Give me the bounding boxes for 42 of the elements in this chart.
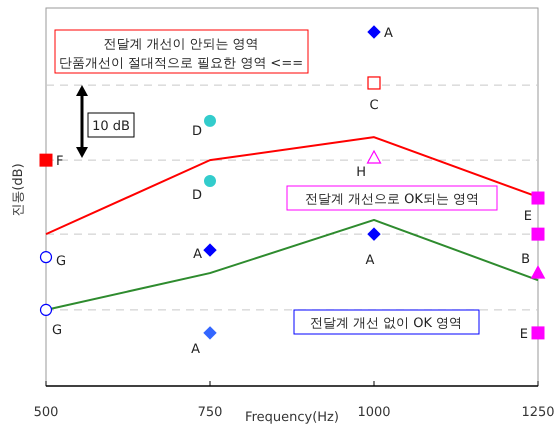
point: [204, 244, 216, 257]
annotation: 전달계 개선 없이 OK 영역: [310, 316, 462, 331]
x-tick-label: 1000: [357, 405, 391, 420]
series-label: H: [356, 165, 366, 180]
point: [532, 192, 544, 205]
series-label: D: [192, 124, 202, 139]
point: [204, 326, 216, 340]
x-tick-label: 1250: [521, 405, 554, 420]
annotation: 10 dB: [88, 112, 134, 138]
point: [531, 266, 545, 279]
y-axis-title: 진동(dB): [11, 163, 26, 217]
series-label: A: [193, 247, 202, 262]
point: [40, 304, 52, 316]
point: [40, 154, 52, 167]
x-axis-title: Frequency(Hz): [245, 410, 339, 425]
point: [368, 228, 380, 241]
point: [366, 150, 382, 164]
x-tick-label: 750: [198, 405, 222, 420]
annotation: 전달계 개선이 안되는 영역 단품개선이 절대적으로 필요한 영역 <==: [58, 37, 304, 71]
series-label: A: [191, 342, 200, 357]
point: [367, 76, 381, 90]
annotation: 전달계 개선으로 OK되는 영역: [304, 192, 480, 207]
series-label: G: [52, 322, 62, 338]
annotation: 전달계 개선으로 OK되는 영역: [286, 186, 498, 210]
point: [532, 326, 544, 340]
series-label: A: [366, 253, 375, 268]
series-label: A: [384, 26, 393, 41]
series-label: F: [56, 154, 64, 170]
series-label: E: [524, 209, 532, 224]
point: [204, 175, 216, 188]
series-label: B: [521, 252, 530, 268]
annotation: 10 dB: [92, 119, 130, 134]
series-label: G: [56, 254, 66, 270]
x-tick-label: 500: [34, 405, 58, 420]
annotation: 전달계 개선 없이 OK 영역: [294, 310, 480, 334]
annotation: 전달계 개선이 안되는 영역 단품개선이 절대적으로 필요한 영역 <==: [54, 30, 308, 74]
point: [40, 251, 52, 264]
point: [368, 26, 380, 38]
series-label: E: [520, 326, 528, 342]
series-label: D: [192, 188, 202, 204]
series-label: C: [369, 98, 379, 113]
point: [204, 114, 216, 127]
